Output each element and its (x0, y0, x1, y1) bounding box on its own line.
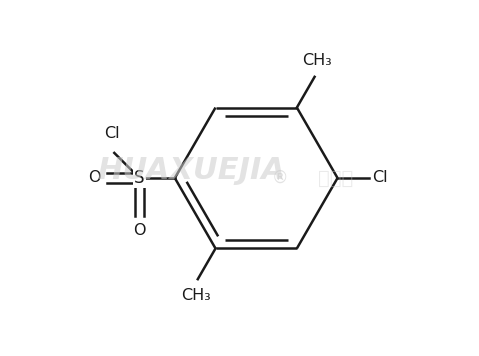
Text: CH₃: CH₃ (302, 53, 331, 68)
Text: Cl: Cl (104, 126, 120, 141)
Text: O: O (89, 171, 101, 185)
Text: Cl: Cl (372, 171, 388, 185)
Text: HUAXUEJIA: HUAXUEJIA (97, 157, 285, 185)
Text: ®: ® (271, 169, 288, 187)
Text: S: S (134, 169, 145, 187)
Text: O: O (133, 222, 146, 238)
Text: CH₃: CH₃ (181, 288, 211, 303)
Text: 化学加: 化学加 (318, 168, 353, 188)
